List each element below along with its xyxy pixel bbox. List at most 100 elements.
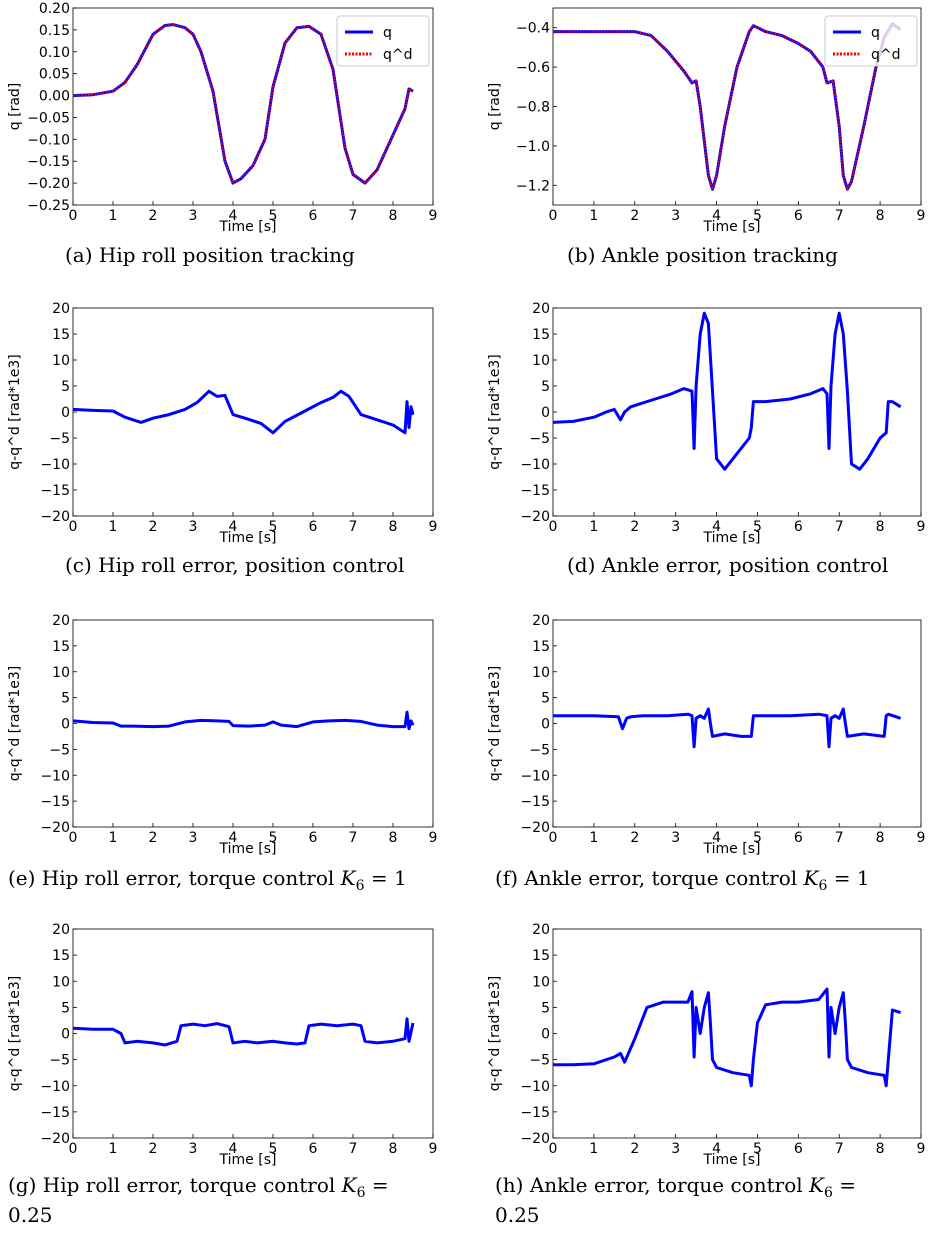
panel-caption: (d) Ankle error, position control [567,553,888,577]
y-tick-label: −0.20 [27,176,70,192]
x-axis-label: Time [s] [219,219,277,235]
series-line-error [553,707,902,749]
panel-caption: (h) Ankle error, torque control K6 = [495,1173,856,1201]
y-tick-label: 15 [52,948,70,964]
y-tick-label: −5 [49,1053,70,1069]
chart-g: 0 1 2 3 4 5 6 7 8 9 −20 −15 −10 −5 0 5 10 15 20 Time [s] q-q… [7,922,437,1227]
legend-label: q^d [383,47,413,63]
x-tick-label: 3 [671,208,680,224]
x-tick-label: 5 [753,1141,762,1157]
series-line-q [553,22,902,191]
y-tick-label: 5 [61,691,70,707]
y-tick-label: −0.6 [516,60,550,76]
x-tick-label: 5 [753,208,762,224]
y-axis-label: q [rad] [487,83,503,130]
x-tick-label: 9 [429,830,438,846]
panel-caption: (g) Hip roll error, torque control K6 = [8,1173,389,1201]
y-tick-label: 0 [541,405,550,421]
y-tick-label: −0.10 [27,132,70,148]
y-tick-label: 0 [541,1027,550,1043]
x-tick-label: 6 [794,830,803,846]
x-tick-label: 0 [69,830,78,846]
y-tick-label: 0.00 [39,89,70,105]
x-tick-label: 4 [229,830,238,846]
x-tick-label: 7 [349,208,358,224]
y-tick-label: −5 [49,431,70,447]
y-tick-label: 10 [52,974,70,990]
y-tick-label: 0 [61,1027,70,1043]
x-tick-label: 5 [269,208,278,224]
x-tick-label: 7 [349,519,358,535]
y-tick-label: 10 [52,353,70,369]
y-tick-label: −15 [520,1105,550,1121]
panel-caption: (b) Ankle position tracking [567,243,838,267]
chart-e: 0 1 2 3 4 5 6 7 8 9 −20 −15 −10 −5 0 5 10 15 20 Time [s] q-q… [7,613,437,894]
series-line-error [552,311,902,471]
y-tick-label: −0.15 [27,154,70,170]
y-tick-label: −20 [520,1131,550,1147]
y-tick-label: −15 [520,794,550,810]
y-axis-label: q-q^d [rad*1e3] [7,976,23,1091]
x-tick-label: 9 [917,208,926,224]
x-axis-label: Time [s] [219,530,277,546]
x-tick-label: 8 [389,519,398,535]
x-tick-label: 0 [549,1141,558,1157]
x-tick-label: 8 [876,519,885,535]
plot-frame [72,928,434,1139]
y-tick-label: −1.0 [516,139,550,155]
legend: q q^d [824,15,918,67]
x-tick-label: 3 [189,519,198,535]
x-axis-label: Time [s] [703,841,761,857]
x-tick-label: 5 [269,519,278,535]
y-tick-label: −5 [529,742,550,758]
x-tick-label: 2 [630,830,639,846]
y-tick-label: 5 [61,1000,70,1016]
legend: q q^d [336,15,430,67]
x-tick-label: 9 [917,1141,926,1157]
x-tick-label: 1 [589,519,598,535]
plot-frame [552,928,922,1139]
panel-caption: (f) Ankle error, torque control K6 = 1 [495,866,870,894]
x-tick-label: 9 [917,519,926,535]
y-tick-label: 20 [52,613,70,629]
x-tick-label: 4 [712,519,721,535]
x-tick-label: 7 [835,1141,844,1157]
y-tick-label: −20 [40,820,70,836]
x-tick-label: 8 [876,1141,885,1157]
y-tick-label: −20 [40,1131,70,1147]
x-tick-label: 2 [149,1141,158,1157]
x-tick-label: 4 [712,1141,721,1157]
x-tick-label: 1 [589,208,598,224]
x-tick-label: 1 [109,519,118,535]
y-tick-label: 0 [541,717,550,733]
y-tick-label: −10 [40,768,70,784]
x-tick-label: 2 [149,208,158,224]
panel-caption: (a) Hip roll position tracking [65,243,355,267]
y-tick-label: −0.8 [516,100,550,116]
x-tick-label: 8 [389,1141,398,1157]
y-axis-label: q-q^d [rad*1e3] [7,666,23,781]
y-tick-label: −20 [40,509,70,525]
x-tick-label: 3 [189,830,198,846]
x-axis-label: Time [s] [219,841,277,857]
x-tick-label: 3 [671,1141,680,1157]
chart-h: 0 1 2 3 4 5 6 7 8 9 −20 −15 −10 −5 0 5 10 15 20 Time [s] q-q… [487,922,925,1227]
x-tick-label: 6 [794,519,803,535]
y-tick-label: −0.4 [516,21,550,37]
chart-b: 0 1 2 3 4 5 6 7 8 9 −1.2 −1.0 −0.8 −0.6 −0.4 Time [s] q … [487,7,926,267]
y-tick-label: 10 [532,974,550,990]
x-tick-label: 4 [712,830,721,846]
y-axis-label: q-q^d [rad*1e3] [487,354,503,469]
x-tick-label: 6 [309,208,318,224]
y-tick-label: 20 [532,922,550,938]
y-tick-label: 5 [61,379,70,395]
y-tick-label: −15 [40,794,70,810]
x-tick-label: 2 [630,208,639,224]
series-line-error [553,987,902,1088]
x-tick-label: 9 [429,519,438,535]
x-tick-label: 6 [794,1141,803,1157]
x-tick-label: 8 [389,830,398,846]
x-tick-label: 1 [589,830,598,846]
y-tick-label: −5 [529,1053,550,1069]
